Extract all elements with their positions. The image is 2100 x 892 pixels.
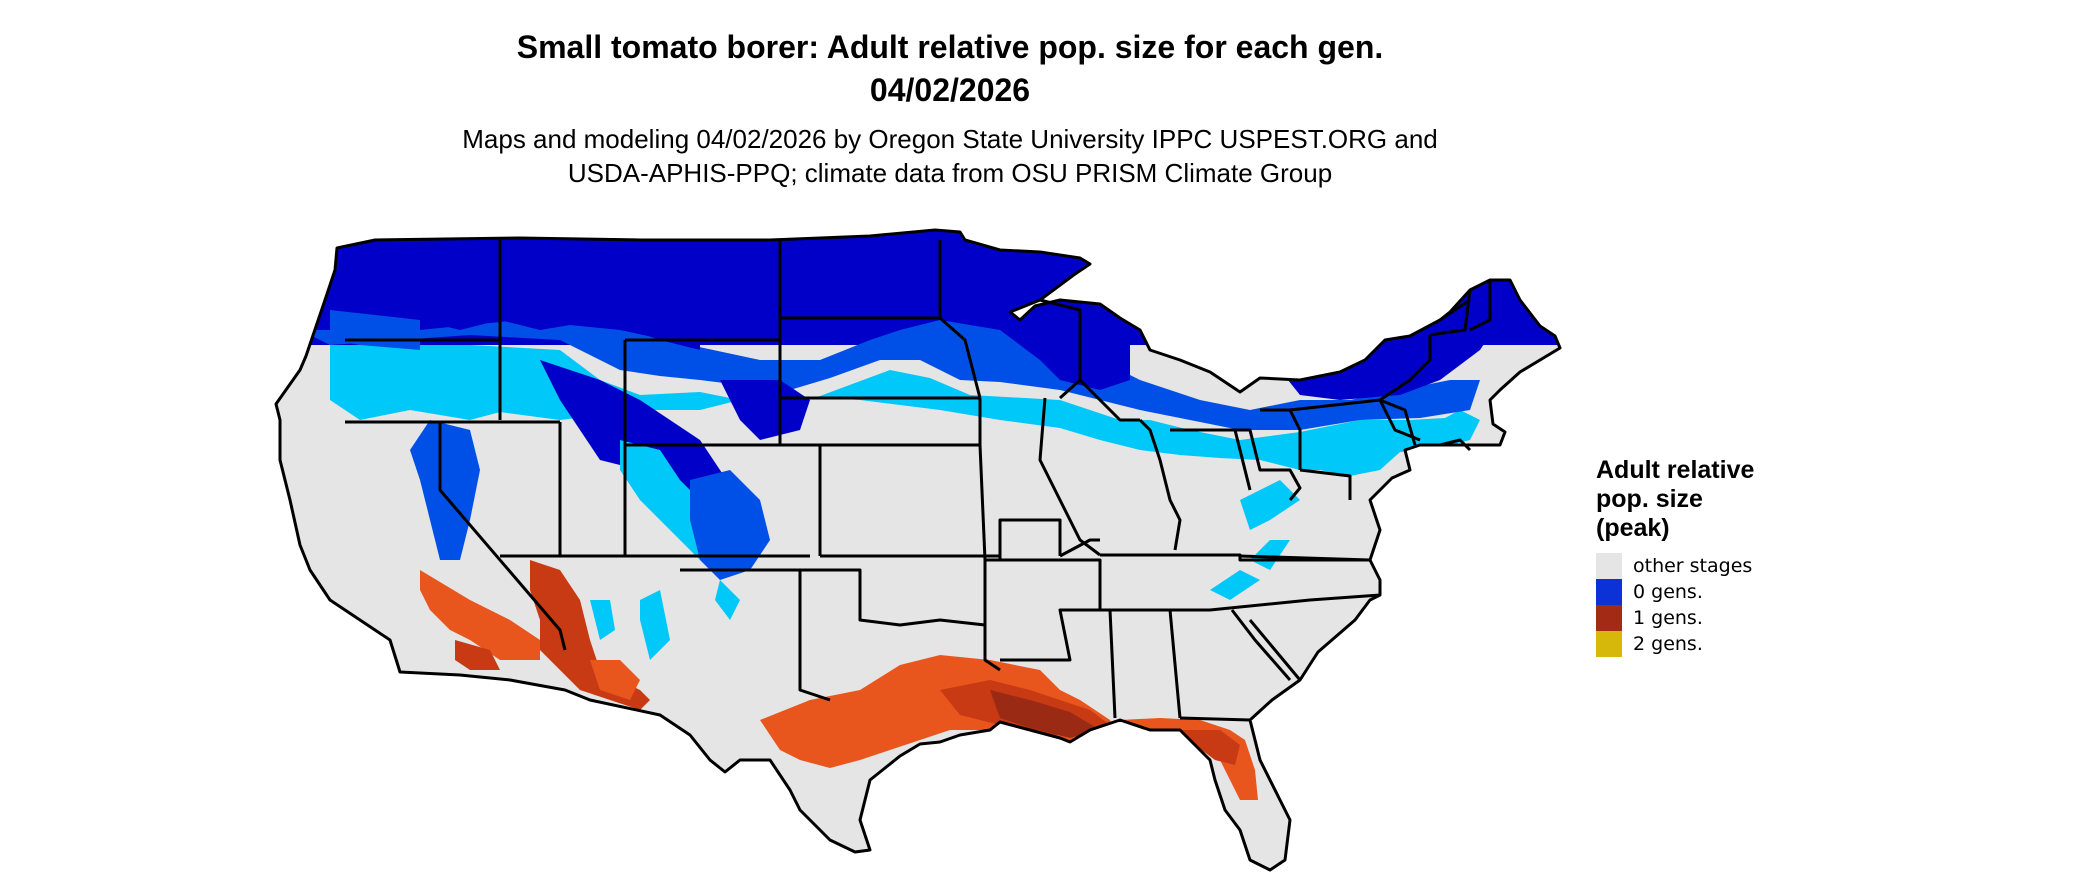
legend-item-2-gens: 2 gens. xyxy=(1596,631,1816,657)
map-subtitle: Maps and modeling 04/02/2026 by Oregon S… xyxy=(0,122,1900,190)
legend-title: Adult relative pop. size (peak) xyxy=(1596,456,1816,543)
legend-title-line2: pop. size xyxy=(1596,485,1703,513)
legend-label: other stages xyxy=(1633,555,1753,577)
legend-label: 1 gens. xyxy=(1633,607,1703,629)
legend-swatch xyxy=(1596,579,1622,605)
legend-item-other-stages: other stages xyxy=(1596,553,1816,579)
legend-swatch xyxy=(1596,605,1622,631)
legend-swatch xyxy=(1596,553,1622,579)
legend-title-line3: (peak) xyxy=(1596,514,1670,542)
map-title: Small tomato borer: Adult relative pop. … xyxy=(0,26,1900,112)
map-title-line2: 04/02/2026 xyxy=(869,72,1031,108)
legend-item-0-gens: 0 gens. xyxy=(1596,579,1816,605)
model-layers xyxy=(276,230,1560,870)
state-borders xyxy=(274,228,1562,872)
map-title-line1: Small tomato borer: Adult relative pop. … xyxy=(516,29,1384,65)
legend-label: 2 gens. xyxy=(1633,633,1703,655)
legend-title-line1: Adult relative xyxy=(1596,456,1755,484)
legend-swatch xyxy=(1596,631,1622,657)
legend-item-1-gens: 1 gens. xyxy=(1596,605,1816,631)
legend-items: other stages 0 gens. 1 gens. 2 gens. xyxy=(1596,553,1816,657)
map-subtitle-line1: Maps and modeling 04/02/2026 by Oregon S… xyxy=(462,124,1438,154)
map-subtitle-line2: USDA-APHIS-PPQ; climate data from OSU PR… xyxy=(567,158,1333,188)
legend: Adult relative pop. size (peak) other st… xyxy=(1596,456,1816,657)
legend-label: 0 gens. xyxy=(1633,581,1703,603)
